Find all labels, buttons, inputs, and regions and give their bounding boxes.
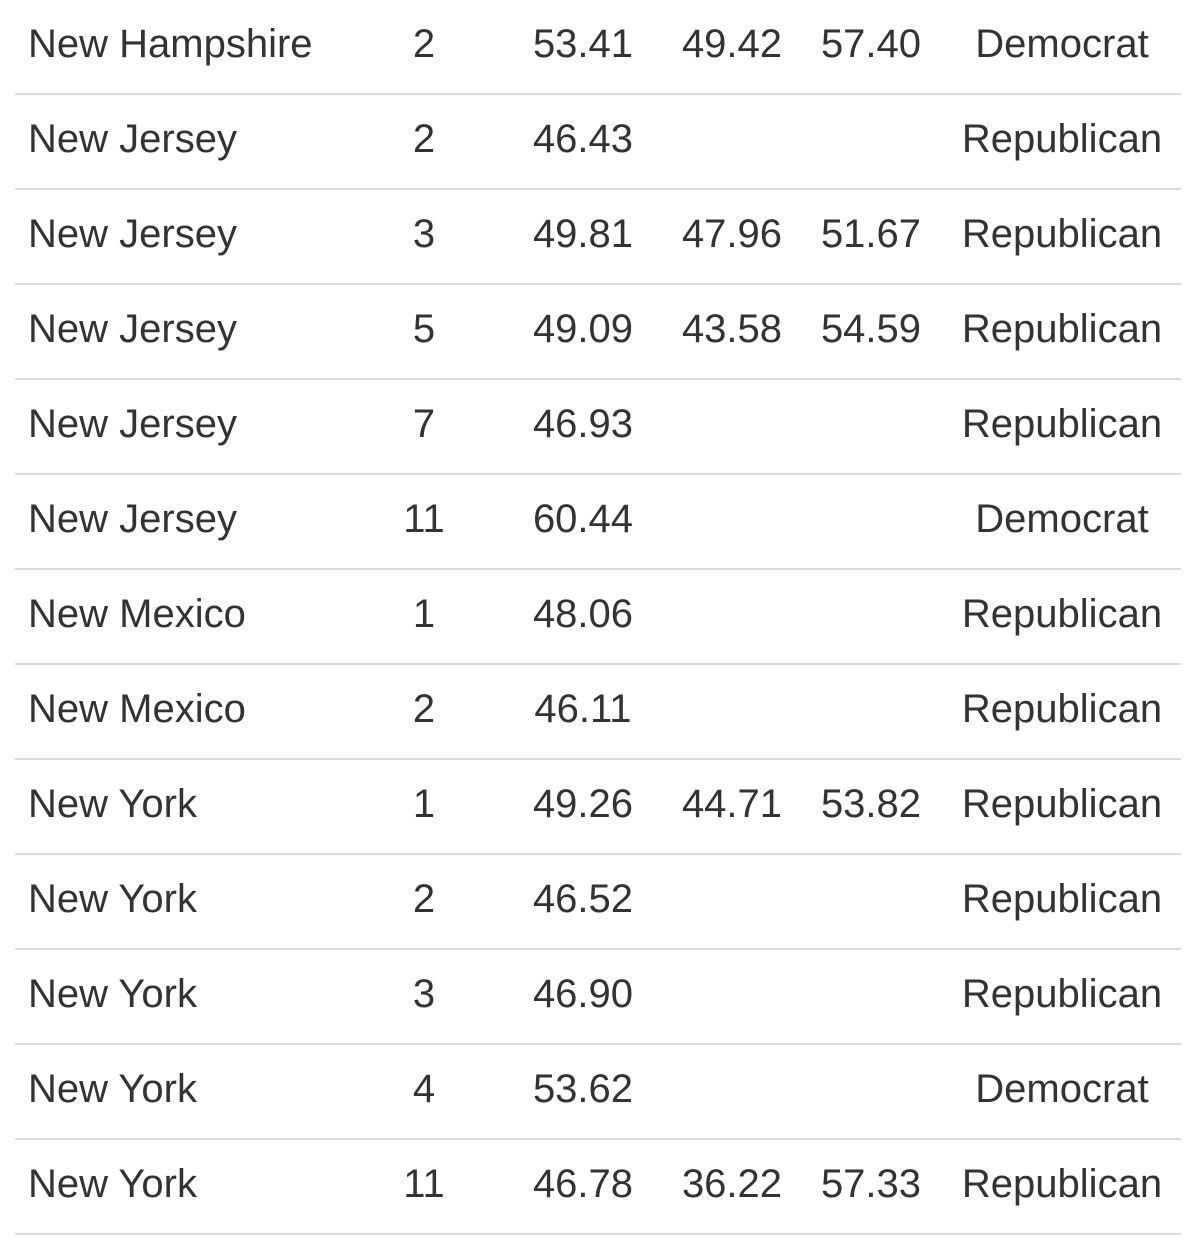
upper-bound-cell (809, 665, 933, 758)
state-cell: New Jersey (28, 402, 237, 446)
estimate-cell: 53.41 (532, 22, 634, 66)
table-row: New York 1 49.26 44.71 53.82 Republican (15, 760, 1181, 855)
state-cell: New Jersey (28, 117, 237, 161)
district-cell: 2 (412, 117, 436, 161)
table-row: New Jersey 2 46.43 Republican (15, 95, 1181, 190)
upper-bound-cell (809, 475, 933, 568)
district-cell: 3 (412, 972, 436, 1016)
table-row: New Jersey 5 49.09 43.58 54.59 Republica… (15, 285, 1181, 380)
estimate-cell: 49.09 (532, 307, 634, 351)
state-cell: New Hampshire (28, 22, 313, 66)
party-cell: Republican (961, 782, 1163, 826)
estimate-cell: 48.06 (532, 592, 634, 636)
upper-bound-cell: 53.82 (820, 782, 922, 826)
estimate-cell: 49.26 (532, 782, 634, 826)
table-row: New York 4 53.62 Democrat (15, 1045, 1181, 1140)
table-row: New York 3 46.90 Republican (15, 950, 1181, 1045)
table-row: New Mexico 2 46.11 Republican (15, 665, 1181, 760)
lower-bound-cell: 49.42 (681, 22, 783, 66)
table-row: New Jersey 11 60.44 Democrat (15, 475, 1181, 570)
lower-bound-cell: 36.22 (681, 1162, 783, 1206)
upper-bound-cell (809, 950, 933, 1043)
upper-bound-cell: 54.59 (820, 307, 922, 351)
lower-bound-cell (666, 665, 798, 758)
upper-bound-cell (809, 1045, 933, 1138)
state-cell: New York (28, 782, 197, 826)
lower-bound-cell (666, 570, 798, 663)
party-cell: Republican (961, 687, 1163, 731)
district-cell: 7 (412, 402, 436, 446)
party-cell: Republican (961, 1162, 1163, 1206)
party-cell: Republican (961, 212, 1163, 256)
estimate-cell: 46.11 (534, 687, 632, 731)
state-cell: New Jersey (28, 497, 237, 541)
results-table: New Hampshire 2 53.41 49.42 57.40 Democr… (15, 0, 1181, 1235)
state-cell: New Jersey (28, 212, 237, 256)
upper-bound-cell: 57.40 (820, 22, 922, 66)
district-cell: 2 (412, 22, 436, 66)
estimate-cell: 46.93 (532, 402, 634, 446)
district-cell: 4 (412, 1067, 436, 1111)
district-cell: 3 (412, 212, 436, 256)
district-cell: 1 (412, 782, 436, 826)
district-cell: 2 (412, 877, 436, 921)
lower-bound-cell (666, 475, 798, 568)
party-cell: Democrat (975, 22, 1149, 66)
state-cell: New Jersey (28, 307, 237, 351)
lower-bound-cell: 44.71 (681, 782, 783, 826)
party-cell: Republican (961, 877, 1163, 921)
lower-bound-cell (666, 950, 798, 1043)
table-row: New Jersey 3 49.81 47.96 51.67 Republica… (15, 190, 1181, 285)
table-row: New Mexico 1 48.06 Republican (15, 570, 1181, 665)
estimate-cell: 46.43 (532, 117, 634, 161)
lower-bound-cell (666, 1045, 798, 1138)
estimate-cell: 53.62 (532, 1067, 634, 1111)
party-cell: Democrat (975, 497, 1149, 541)
table-row: New Hampshire 2 53.41 49.42 57.40 Democr… (15, 0, 1181, 95)
estimate-cell: 46.52 (532, 877, 634, 921)
party-cell: Republican (961, 592, 1163, 636)
upper-bound-cell (809, 570, 933, 663)
lower-bound-cell (666, 95, 798, 188)
lower-bound-cell: 47.96 (681, 212, 783, 256)
estimate-cell: 46.78 (532, 1162, 634, 1206)
lower-bound-cell: 43.58 (681, 307, 783, 351)
upper-bound-cell (809, 380, 933, 473)
upper-bound-cell: 57.33 (820, 1162, 922, 1206)
state-cell: New York (28, 877, 197, 921)
state-cell: New York (28, 972, 197, 1016)
state-cell: New Mexico (28, 687, 246, 731)
district-cell: 11 (403, 1162, 445, 1206)
estimate-cell: 60.44 (532, 497, 634, 541)
party-cell: Republican (961, 402, 1163, 446)
party-cell: Republican (961, 307, 1163, 351)
party-cell: Democrat (975, 1067, 1149, 1111)
state-cell: New York (28, 1162, 197, 1206)
district-cell: 5 (412, 307, 436, 351)
upper-bound-cell (809, 95, 933, 188)
upper-bound-cell: 51.67 (820, 212, 922, 256)
state-cell: New Mexico (28, 592, 246, 636)
estimate-cell: 46.90 (532, 972, 634, 1016)
table-row: New Jersey 7 46.93 Republican (15, 380, 1181, 475)
estimate-cell: 49.81 (532, 212, 634, 256)
party-cell: Republican (961, 972, 1163, 1016)
district-cell: 11 (403, 497, 445, 541)
district-cell: 1 (412, 592, 436, 636)
table-row: New York 2 46.52 Republican (15, 855, 1181, 950)
upper-bound-cell (809, 855, 933, 948)
district-cell: 2 (412, 687, 436, 731)
party-cell: Republican (961, 117, 1163, 161)
lower-bound-cell (666, 380, 798, 473)
state-cell: New York (28, 1067, 197, 1111)
table-row: New York 11 46.78 36.22 57.33 Republican (15, 1140, 1181, 1235)
lower-bound-cell (666, 855, 798, 948)
